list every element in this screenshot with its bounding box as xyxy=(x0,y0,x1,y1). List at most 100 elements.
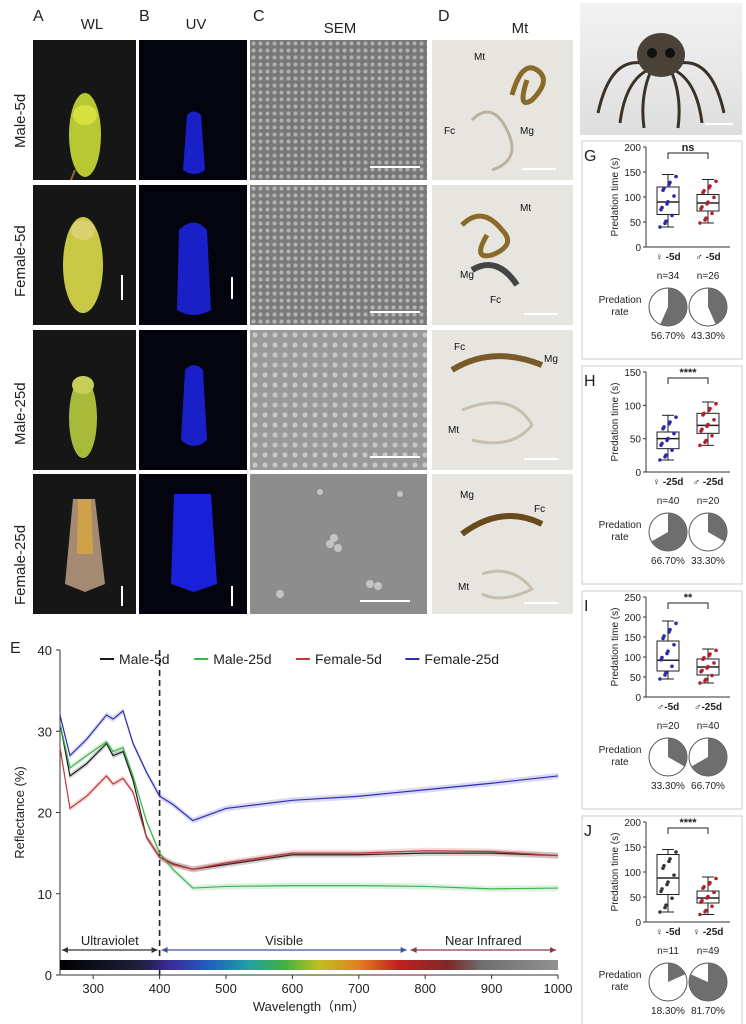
rate-label: 56.70% xyxy=(651,331,685,342)
predation-rate-word: Predation xyxy=(599,970,642,981)
y-tick-label: 200 xyxy=(624,143,641,154)
panel-letter-c: C xyxy=(253,8,265,25)
data-point xyxy=(665,202,669,206)
panel-letter-b: B xyxy=(139,8,150,25)
mt-label: Mt xyxy=(448,425,460,436)
y-tick-label: 100 xyxy=(624,193,641,204)
data-point xyxy=(667,182,671,187)
sig-label: ns xyxy=(682,142,695,154)
sem-image-male-5d xyxy=(250,40,427,180)
group-label: ♀ -5d xyxy=(655,927,680,938)
sig-bracket xyxy=(667,827,709,834)
data-point xyxy=(705,202,709,206)
data-point xyxy=(670,664,674,669)
data-point xyxy=(665,882,669,887)
data-point xyxy=(712,890,716,895)
data-point xyxy=(707,882,711,886)
data-point xyxy=(667,422,671,426)
data-point xyxy=(701,657,705,661)
y-tick-label: 10 xyxy=(38,887,52,902)
mg-label: Mg xyxy=(460,270,474,281)
sem-image-female-25d xyxy=(250,474,427,614)
data-point xyxy=(710,904,714,909)
group-label: ♂-5d xyxy=(657,702,680,713)
scale-bar xyxy=(121,586,123,606)
fc-label: Fc xyxy=(534,504,546,515)
mg-label: Mg xyxy=(520,126,534,137)
x-tick-label: 1000 xyxy=(544,981,573,996)
box xyxy=(656,640,680,672)
box xyxy=(656,854,680,895)
sem-image-male-25d xyxy=(250,330,427,470)
column-title-mt: Mt xyxy=(511,20,529,37)
group-label: ♂-25d xyxy=(694,702,722,713)
reflectance-chart: 0 10 20 30 40 300 400 500 600 700 800 900 1000 Wavele… xyxy=(12,643,573,1014)
y-tick-label: 50 xyxy=(630,893,642,904)
region-label: Near Infrared xyxy=(445,933,522,948)
data-point xyxy=(659,658,663,662)
data-point xyxy=(699,669,703,674)
sample-size: n=20 xyxy=(697,496,720,507)
data-point xyxy=(714,401,718,406)
scale-bar xyxy=(522,168,556,170)
data-point xyxy=(663,221,667,226)
scale-bar xyxy=(231,586,233,606)
column-title-wl: WL xyxy=(80,16,104,33)
x-tick-label: 800 xyxy=(414,981,436,996)
data-point xyxy=(670,896,674,901)
y-axis-label: Reflectance (%) xyxy=(12,766,27,858)
data-point xyxy=(705,666,709,670)
legend-label: Female-25d xyxy=(424,651,499,667)
data-point xyxy=(707,185,711,190)
data-point xyxy=(665,651,669,656)
pie-slice xyxy=(668,963,686,982)
scale-bar xyxy=(370,166,420,168)
mt-label: Mt xyxy=(520,203,532,214)
sig-bracket xyxy=(667,152,709,159)
mt-image-male-5d: Mt Fc Mg xyxy=(432,40,573,180)
data-point xyxy=(701,413,705,417)
arrow-head xyxy=(62,947,68,953)
pie-slice xyxy=(689,963,727,1001)
data-point xyxy=(665,438,669,443)
data-point xyxy=(661,636,665,641)
data-point xyxy=(659,207,663,212)
predation-rate-label: Predation rate xyxy=(599,970,642,993)
pie-slice xyxy=(651,513,687,551)
data-point xyxy=(703,678,707,683)
y-tick-label: 20 xyxy=(38,806,52,821)
group-label: ♀ -5d xyxy=(655,252,680,263)
data-point xyxy=(658,677,662,681)
data-point xyxy=(674,850,678,854)
group-label: ♀ -25d xyxy=(653,477,684,488)
sample-size: n=49 xyxy=(697,946,720,957)
sig-bracket xyxy=(667,377,709,384)
y-tick-label: 250 xyxy=(624,593,641,604)
rate-label: 33.30% xyxy=(691,556,725,567)
data-point xyxy=(698,221,702,225)
column-title-sem: SEM xyxy=(323,20,357,37)
data-point xyxy=(714,876,718,881)
arrow-head xyxy=(410,947,417,953)
y-tick-label: 150 xyxy=(624,633,641,644)
data-point xyxy=(672,873,676,877)
data-point xyxy=(712,417,716,422)
uv-image-male-25d xyxy=(139,330,247,470)
panel-letter-i: I xyxy=(584,598,588,615)
data-point xyxy=(710,211,714,216)
y-tick-label: 0 xyxy=(635,918,641,929)
mt-image-female-5d: Mt Mg Fc xyxy=(432,185,573,325)
mg-label: Mg xyxy=(544,354,558,365)
sample-size: n=20 xyxy=(657,721,680,732)
data-point xyxy=(710,673,714,678)
y-tick-label: 150 xyxy=(624,843,641,854)
group-label: ♂ -25d xyxy=(693,477,724,488)
uv-image-female-25d xyxy=(139,474,247,614)
legend-label: Male-25d xyxy=(213,651,271,667)
legend-label: Female-5d xyxy=(315,651,382,667)
scale-bar xyxy=(524,602,558,604)
scale-bar xyxy=(360,600,410,602)
y-axis-label: Predation time (s) xyxy=(610,608,621,687)
